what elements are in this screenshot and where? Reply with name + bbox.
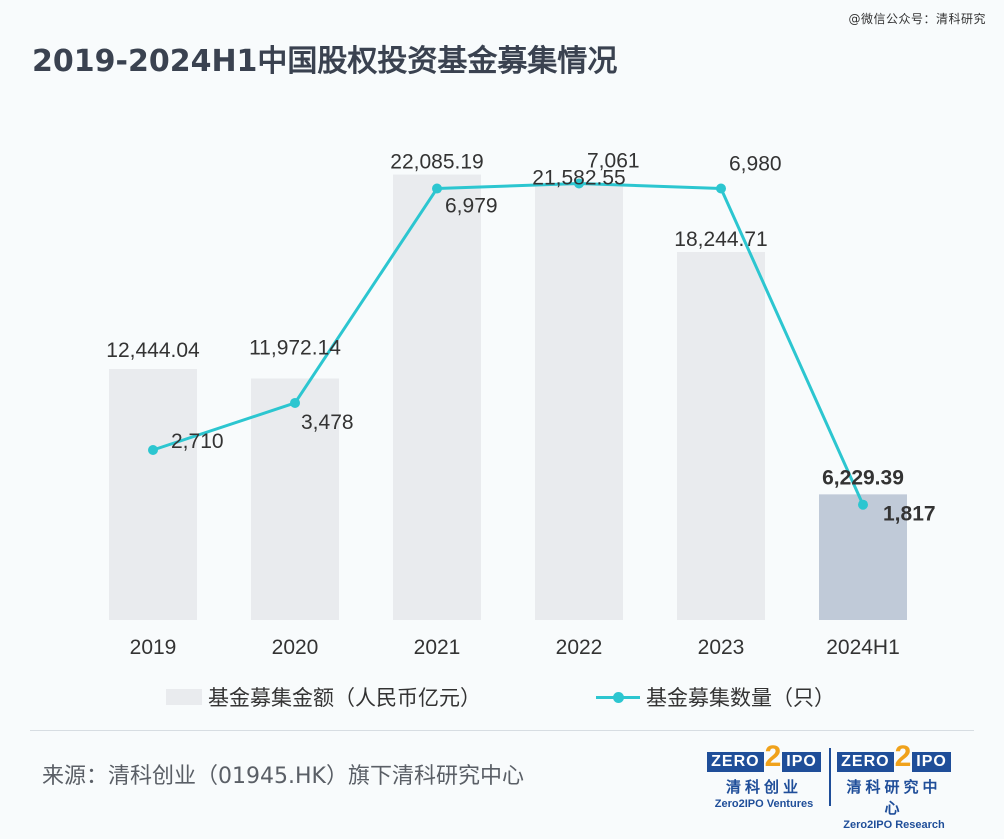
- bar-2020: [251, 378, 339, 620]
- bar-value-label-2021: 22,085.19: [390, 151, 483, 174]
- line-value-label-2020: 3,478: [301, 411, 354, 434]
- x-tick-label-2023: 2023: [698, 636, 745, 659]
- logo-separator: [829, 748, 831, 806]
- bar-2019: [109, 369, 197, 620]
- chart: 12,444.04 11,972.14 22,085.19 21,582.55 18,2…: [106, 150, 936, 659]
- line-point-2021: [432, 183, 442, 194]
- line-value-label-2023: 6,980: [729, 152, 782, 175]
- line-point-2022: [574, 178, 584, 189]
- bar-2024H1: [819, 494, 907, 620]
- legend-swatch-line: [596, 689, 640, 705]
- line-point-2024H1: [858, 499, 868, 510]
- line-value-label-2021: 6,979: [445, 195, 498, 218]
- bar-value-label-2023: 18,244.71: [674, 228, 767, 251]
- line-point-2020: [290, 397, 300, 408]
- legend-item-line: 基金募集数量（只）: [596, 682, 835, 712]
- legend-label-line: 基金募集数量（只）: [646, 686, 835, 710]
- bar-2023: [677, 252, 765, 620]
- legend-item-bar: 基金募集金额（人民币亿元）: [166, 682, 481, 712]
- bar-2022: [535, 184, 623, 620]
- bar-value-label-2020: 11,972.14: [249, 337, 341, 360]
- legend-label-bar: 基金募集金额（人民币亿元）: [208, 686, 481, 710]
- line-point-2019: [148, 445, 158, 456]
- line-value-label-2024H1: 1,817: [883, 503, 936, 526]
- line-point-2023: [716, 183, 726, 194]
- bar-value-label-2019: 12,444.04: [106, 339, 200, 362]
- x-tick-label-2022: 2022: [556, 636, 603, 659]
- x-tick-label-2019: 2019: [130, 636, 177, 659]
- legend: 基金募集金额（人民币亿元） 基金募集数量（只）: [0, 682, 1004, 714]
- logo-zero2ipo-ventures: ZERO 2 IPO 清科创业 Zero2IPO Ventures: [707, 742, 821, 810]
- x-tick-label-2020: 2020: [272, 636, 319, 659]
- line-value-label-2019: 2,710: [171, 430, 224, 453]
- x-tick-label-2024H1: 2024H1: [826, 636, 900, 659]
- bar-value-label-2024H1: 6,229.39: [822, 466, 904, 489]
- logo-zero2ipo-research: ZERO 2 IPO 清科研究中心 Zero2IPO Research: [837, 742, 951, 831]
- chart-title: 2019-2024H1中国股权投资基金募集情况: [32, 44, 618, 79]
- bar-2021: [393, 174, 481, 620]
- source-note: 来源：清科创业（01945.HK）旗下清科研究中心: [42, 764, 524, 789]
- bar-value-label-2022: 21,582.55: [532, 167, 625, 190]
- watermark: @微信公众号：清科研究: [848, 12, 986, 26]
- line-value-label-2022: 7,061: [587, 150, 640, 173]
- line-series: [152, 182, 865, 506]
- legend-swatch-bar: [166, 689, 202, 705]
- divider: [30, 730, 974, 731]
- x-tick-label-2021: 2021: [414, 636, 461, 659]
